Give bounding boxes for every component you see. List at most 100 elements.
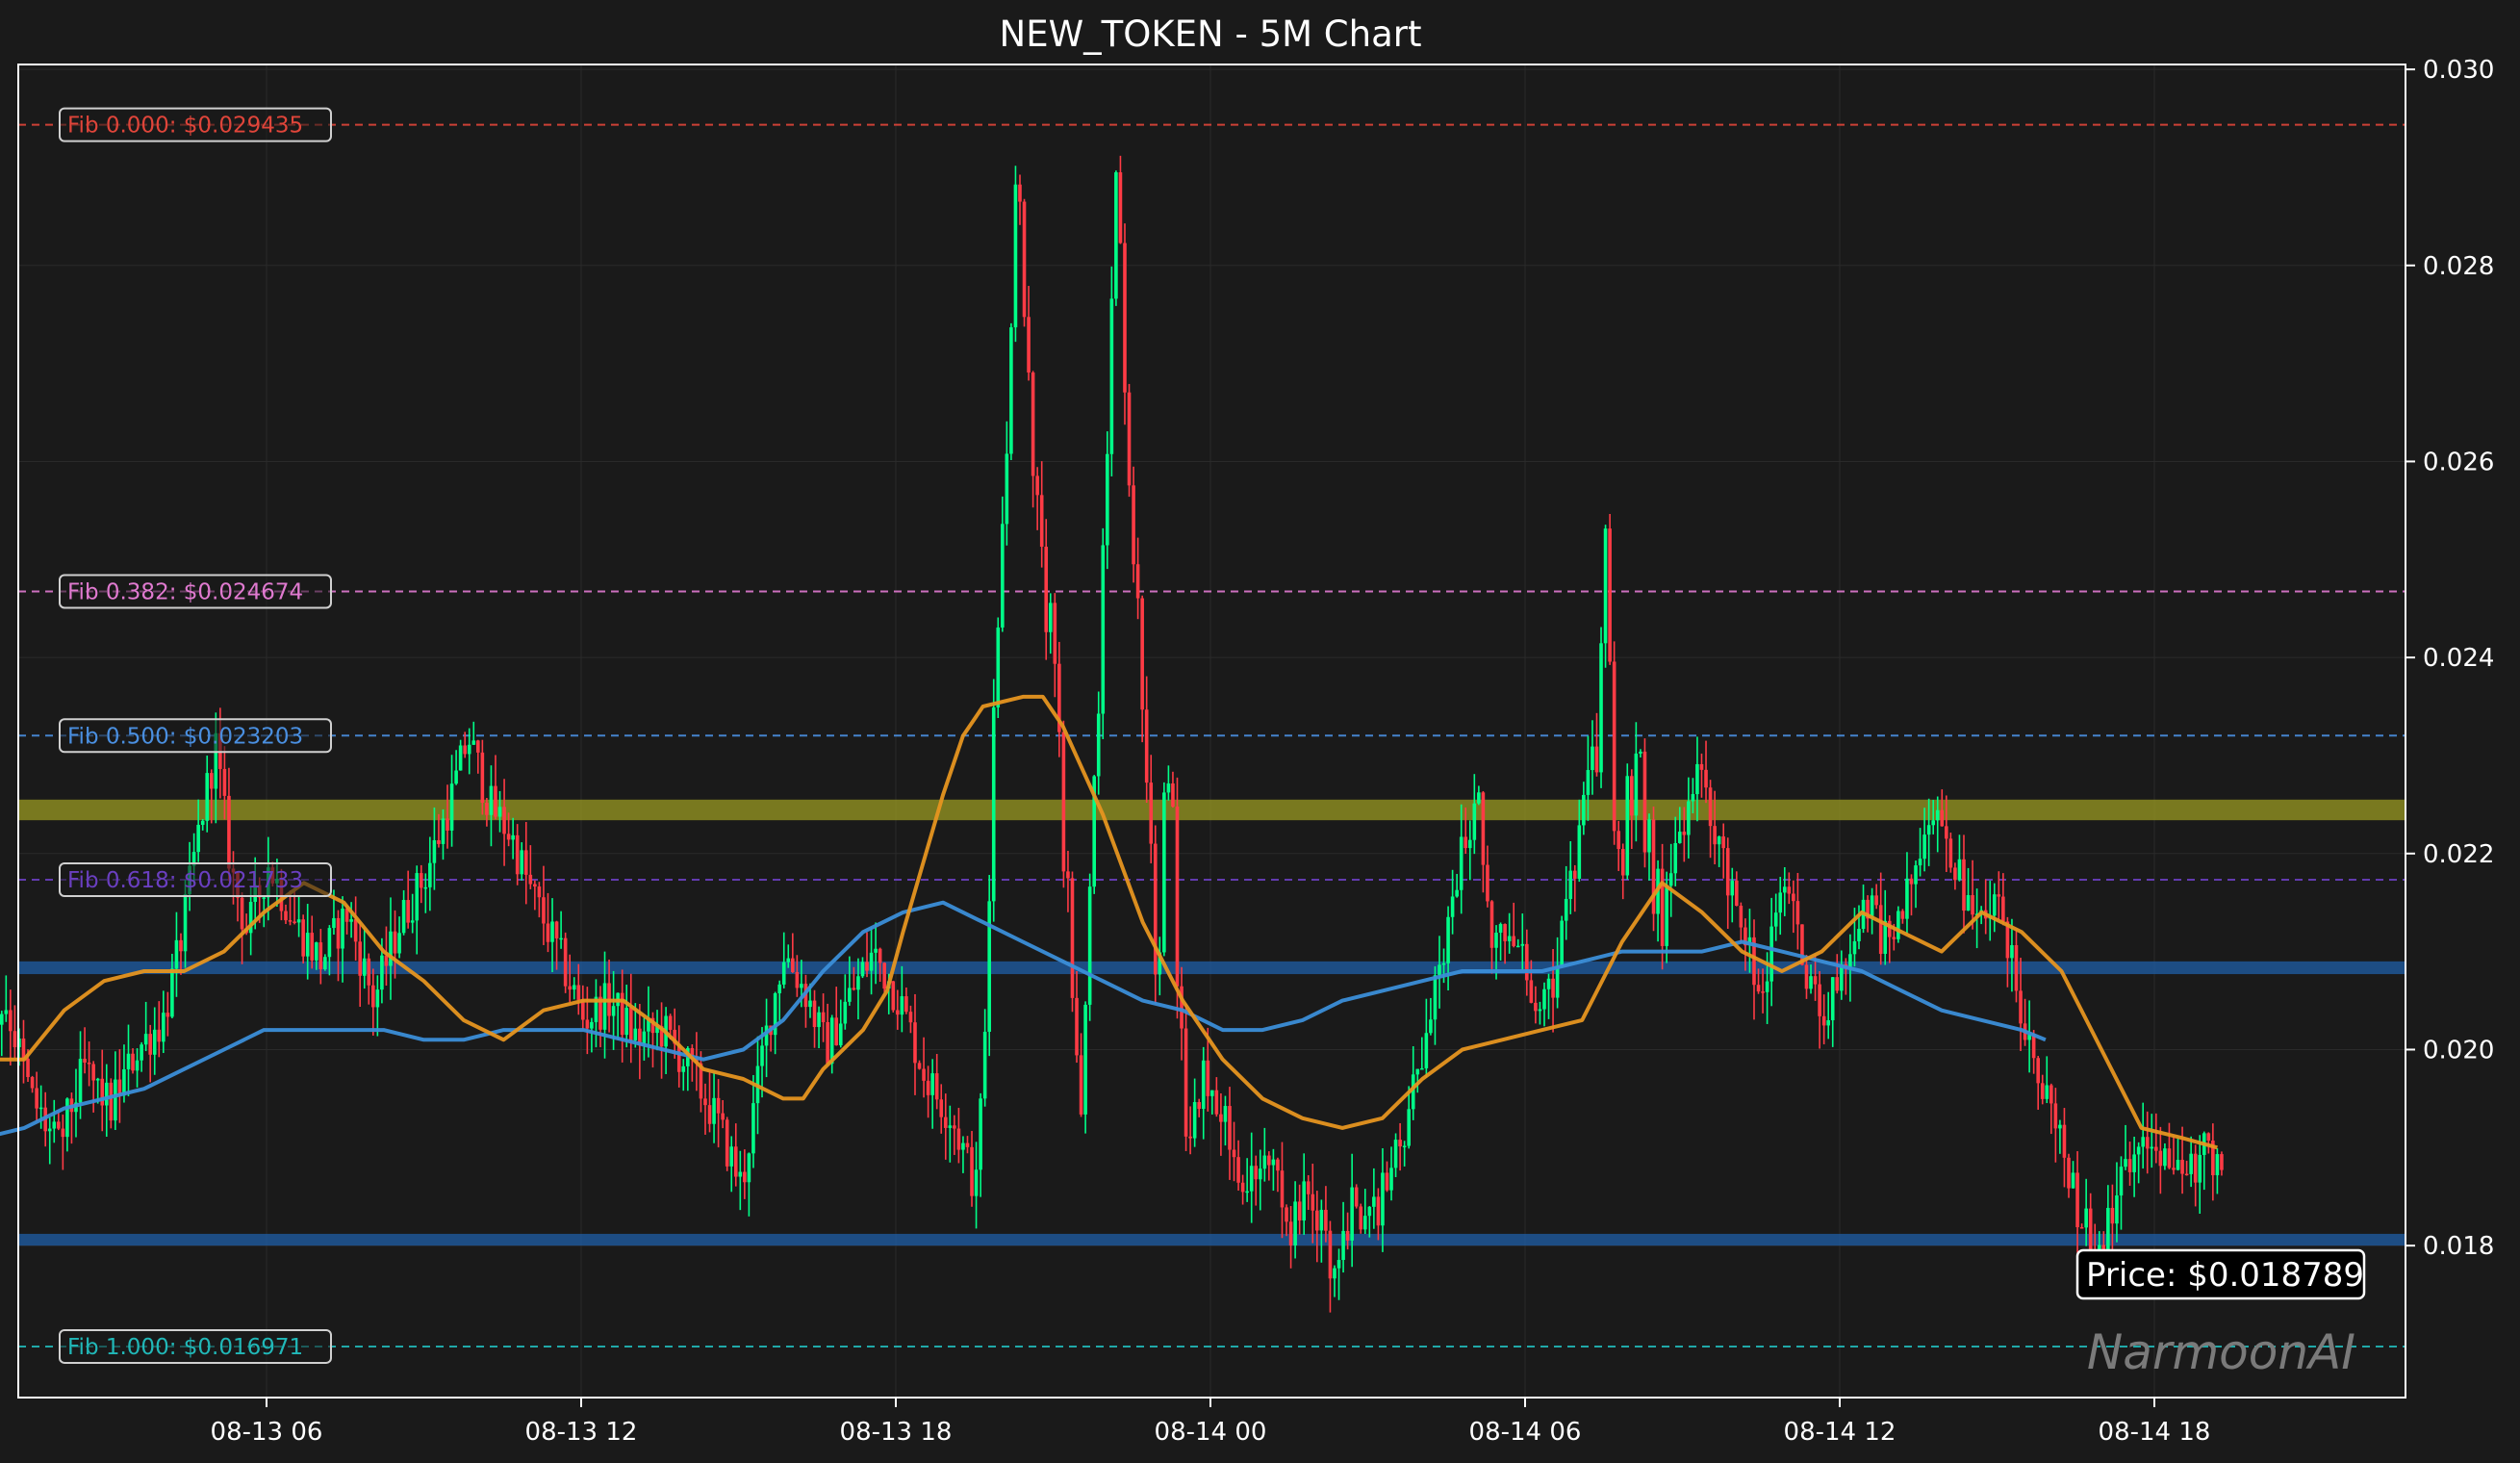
candle-body bbox=[170, 968, 174, 1017]
candle-body bbox=[384, 955, 389, 966]
candle-body bbox=[1691, 794, 1695, 802]
candle-body bbox=[314, 942, 318, 961]
candle-body bbox=[1616, 831, 1620, 850]
candle-body bbox=[1018, 184, 1022, 202]
candle-body bbox=[550, 921, 554, 942]
candle-body bbox=[1668, 873, 1673, 886]
candle-body bbox=[2119, 1167, 2124, 1196]
candle-body bbox=[1568, 870, 1573, 899]
candle-body bbox=[2158, 1150, 2163, 1167]
candle-body bbox=[1647, 819, 1651, 853]
candle-body bbox=[362, 958, 367, 976]
candle-body bbox=[1512, 936, 1515, 946]
y-tick-label: 0.028 bbox=[2423, 252, 2494, 281]
candle-body bbox=[2045, 1085, 2049, 1099]
candle-body bbox=[2101, 1245, 2106, 1250]
candle-body bbox=[2184, 1173, 2189, 1176]
candle-body bbox=[2163, 1148, 2167, 1167]
candle-body bbox=[1874, 895, 1878, 906]
candle-body bbox=[174, 939, 179, 969]
support-resistance-zone bbox=[18, 961, 2405, 975]
candle-body bbox=[1075, 997, 1079, 1056]
candle-body bbox=[1498, 924, 1503, 934]
candle-body bbox=[341, 909, 344, 949]
candle-body bbox=[95, 1078, 100, 1081]
candle-body bbox=[2193, 1153, 2198, 1183]
candle-body bbox=[157, 1029, 162, 1042]
candle-body bbox=[1359, 1206, 1363, 1230]
candle-body bbox=[131, 1053, 135, 1071]
candle-body bbox=[367, 958, 371, 986]
candle-body bbox=[1494, 933, 1498, 948]
candle-body bbox=[1997, 894, 2001, 897]
plot-area: Fib 0.000: $0.029435 Fib 0.382: $0.024674… bbox=[0, 56, 2494, 1447]
plot-background bbox=[18, 64, 2405, 1398]
candle-body bbox=[1551, 978, 1555, 998]
candle-body bbox=[703, 1098, 707, 1106]
candle-body bbox=[1240, 1182, 1245, 1193]
candle-body bbox=[1175, 806, 1180, 987]
candle-body bbox=[1311, 1194, 1315, 1211]
candle-body bbox=[2220, 1154, 2224, 1170]
candle-body bbox=[1228, 1106, 1232, 1150]
candle-body bbox=[1450, 896, 1455, 917]
candle-body bbox=[1153, 843, 1158, 975]
candle-body bbox=[375, 989, 380, 1008]
candle-body bbox=[13, 1031, 17, 1047]
candle-body bbox=[576, 985, 581, 1000]
candle-body bbox=[1367, 1206, 1372, 1217]
candle-body bbox=[956, 1128, 961, 1150]
candle-body bbox=[1438, 964, 1441, 976]
candle-body bbox=[781, 962, 786, 985]
candle-body bbox=[716, 1097, 721, 1114]
candle-body bbox=[2145, 1137, 2150, 1149]
candle-body bbox=[1761, 991, 1765, 993]
candle-body bbox=[301, 919, 305, 957]
candle-body bbox=[2049, 1085, 2053, 1104]
y-tick-label: 0.024 bbox=[2423, 644, 2494, 673]
candle-body bbox=[1481, 792, 1486, 865]
candle-body bbox=[1564, 898, 1568, 921]
candle-body bbox=[358, 941, 362, 976]
candle-body bbox=[1354, 1187, 1359, 1207]
candle-body bbox=[1027, 317, 1031, 373]
candle-body bbox=[1546, 978, 1551, 989]
candle-body bbox=[1953, 867, 1957, 881]
candle-body bbox=[1118, 172, 1123, 244]
candle-body bbox=[1765, 981, 1769, 992]
candle-body bbox=[878, 948, 882, 963]
candle-body bbox=[1813, 976, 1818, 985]
candle-body bbox=[520, 850, 524, 875]
candle-body bbox=[1909, 878, 1914, 885]
candle-body bbox=[1756, 985, 1761, 992]
fib-label-text: Fib 0.500: $0.023203 bbox=[67, 724, 303, 749]
candle-body bbox=[1061, 732, 1066, 872]
candle-body bbox=[1699, 763, 1704, 770]
candle-body bbox=[4, 1010, 9, 1014]
ema-fast-line bbox=[0, 694, 2218, 1150]
x-tick-label: 08-14 06 bbox=[1469, 1418, 1582, 1447]
candle-body bbox=[965, 1142, 970, 1147]
candle-body bbox=[900, 996, 904, 1015]
fib-label-box bbox=[59, 107, 332, 142]
candle-body bbox=[904, 996, 908, 1013]
candle-body bbox=[1109, 298, 1114, 454]
candle-body bbox=[1966, 895, 1971, 911]
candle-body bbox=[148, 1034, 152, 1055]
candle-body bbox=[523, 850, 528, 875]
candle-body bbox=[1132, 485, 1135, 565]
candle-body bbox=[917, 1063, 922, 1069]
candle-body bbox=[1066, 871, 1070, 879]
candle-body bbox=[852, 988, 856, 990]
candle-body bbox=[240, 897, 244, 930]
candle-body bbox=[1642, 751, 1647, 853]
y-tick-label: 0.022 bbox=[2423, 840, 2494, 869]
candle-body bbox=[2176, 1160, 2180, 1170]
candle-body bbox=[1905, 878, 1909, 919]
candle-body bbox=[2172, 1168, 2176, 1170]
candle-body bbox=[122, 1068, 126, 1096]
candle-body bbox=[1525, 943, 1529, 981]
candle-body bbox=[1424, 1033, 1429, 1068]
candle-body bbox=[1591, 746, 1594, 771]
candle-body bbox=[817, 1012, 821, 1028]
